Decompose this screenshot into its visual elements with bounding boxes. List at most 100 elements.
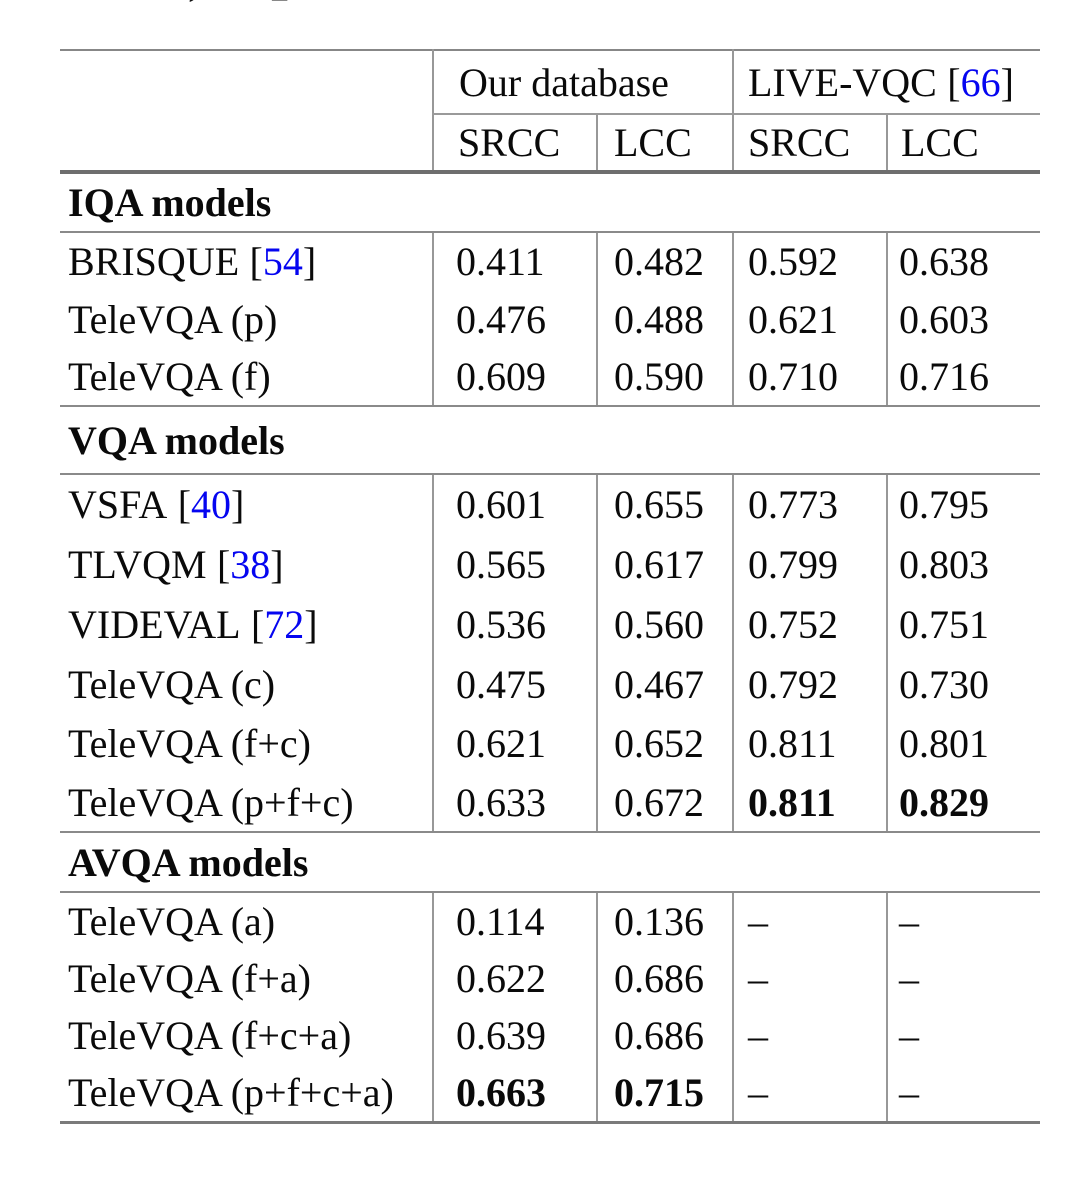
results-table: Our database LIVE-VQC [66] SRCC LCC SRCC … [60,49,1040,1124]
value-cell: 0.652 [596,714,733,773]
value-cell: 0.773 [732,474,887,534]
value-cell: 0.686 [596,1007,733,1064]
citation-number[interactable]: 38 [230,541,271,587]
caption-fragment: , [188,0,199,3]
model-name-cell: TeleVQA (p) [60,290,433,348]
citation-number[interactable]: 72 [264,601,305,647]
table-row: VSFA [40] 0.601 0.655 0.773 0.795 [60,474,1040,534]
corner-cell [60,50,433,114]
section-title: IQA models [60,172,1040,233]
model-name-cell: VIDEVAL [72] [60,594,433,654]
citation: [40] [178,482,245,527]
value-cell: 0.752 [732,594,887,654]
value-cell: 0.811 [732,714,887,773]
section-row-vqa: VQA models [60,406,1040,475]
model-name-cell: TeleVQA (p+f+c+a) [60,1064,433,1124]
model-name: BRISQUE [68,239,240,284]
table-row: BRISQUE [54] 0.411 0.482 0.592 0.638 [60,232,1040,290]
value-cell: 0.716 [886,348,1040,407]
bracket-close: ] [302,239,317,284]
value-cell: 0.560 [596,594,733,654]
value-cell: 0.730 [886,654,1040,714]
citation: [72] [251,602,318,647]
value-cell-best: 0.663 [432,1064,597,1124]
citation-number[interactable]: 40 [191,482,232,527]
value-cell: 0.592 [732,232,887,290]
value-cell-dash: – [732,892,887,949]
citation: [66] [947,60,1014,105]
model-name: TeleVQA (f+a) [68,955,311,1001]
table-row: TeleVQA (f+c+a) 0.639 0.686 – – [60,1007,1040,1064]
value-cell: 0.751 [886,594,1040,654]
model-name: TeleVQA (f+c+a) [68,1013,352,1058]
bracket-open: [ [216,541,231,587]
value-cell: 0.795 [886,474,1040,534]
corner-cell [60,114,433,174]
value-cell: 0.609 [432,348,597,407]
table-row: TeleVQA (c) 0.475 0.467 0.792 0.730 [60,654,1040,714]
value-cell: 0.621 [432,714,597,773]
value-cell: 0.621 [732,290,887,348]
citation-number[interactable]: 54 [262,239,303,284]
value-cell: 0.467 [596,654,733,714]
header-row-groups: Our database LIVE-VQC [66] [60,50,1040,115]
model-name-cell: TeleVQA (f+c) [60,714,433,773]
value-cell-best: 0.811 [732,773,887,833]
model-name: TeleVQA (p+f+c) [68,779,354,825]
table-row: TeleVQA (a) 0.114 0.136 – – [60,892,1040,949]
model-name: TeleVQA (f+c) [68,721,311,766]
value-cell: 0.411 [432,232,597,290]
section-title: VQA models [60,406,1040,475]
value-cell: 0.638 [886,232,1040,290]
bracket-open: [ [249,239,263,284]
value-cell-dash: – [732,1007,887,1064]
value-cell-dash: – [732,949,887,1007]
group-header-our-database: Our database [432,50,733,115]
col-header-srcc-livevqc: SRCC [732,114,887,174]
value-cell: 0.475 [432,654,597,714]
model-name-cell: TeleVQA (p+f+c) [60,773,433,833]
caption-fragment: o [406,0,428,6]
bracket-close: ] [231,482,245,527]
model-name-cell: BRISQUE [54] [60,232,433,290]
section-title: AVQA models [60,832,1040,893]
value-cell: 0.601 [432,474,597,534]
value-cell: 0.603 [886,290,1040,348]
value-cell-dash: – [886,1007,1040,1064]
value-cell: 0.590 [596,348,733,407]
bracket-open: [ [947,59,961,105]
value-cell: 0.672 [596,773,733,833]
value-cell-dash: – [886,949,1040,1007]
caption-fragment: 1 [268,0,290,6]
value-cell: 0.476 [432,290,597,348]
citation-number[interactable]: 66 [960,59,1001,105]
table-row: TeleVQA (p) 0.476 0.488 0.621 0.603 [60,290,1040,348]
value-cell-dash: – [732,1064,887,1124]
value-cell: 0.617 [596,534,733,594]
value-cell: 0.482 [596,232,733,290]
value-cell-dash: – [886,1064,1040,1124]
group-header-label: Our database [459,59,669,105]
table-row: TLVQM [38] 0.565 0.617 0.799 0.803 [60,534,1040,594]
bracket-close: ] [1000,59,1014,105]
value-cell: 0.801 [886,714,1040,773]
model-name-cell: TeleVQA (f) [60,348,433,407]
model-name-cell: VSFA [40] [60,474,433,534]
table-row: TeleVQA (p+f+c) 0.633 0.672 0.811 0.829 [60,773,1040,833]
bracket-open: [ [177,482,192,527]
bracket-open: [ [250,601,265,647]
value-cell-best: 0.715 [596,1064,733,1124]
model-name-cell: TeleVQA (f+a) [60,949,433,1007]
value-cell: 0.803 [886,534,1040,594]
table-row: TeleVQA (f+a) 0.622 0.686 – – [60,949,1040,1007]
model-name: TeleVQA (p) [68,296,278,342]
table-row: TeleVQA (f) 0.609 0.590 0.710 0.716 [60,348,1040,407]
citation: [54] [250,239,317,284]
citation: [38] [217,542,284,587]
table-row: VIDEVAL [72] 0.536 0.560 0.752 0.751 [60,594,1040,654]
clipped-caption-fragments: , 1 o [0,0,1080,6]
table-row: TeleVQA (f+c) 0.621 0.652 0.811 0.801 [60,714,1040,773]
model-name: VSFA [68,482,168,527]
group-header-live-vqc: LIVE-VQC [66] [732,50,1040,115]
